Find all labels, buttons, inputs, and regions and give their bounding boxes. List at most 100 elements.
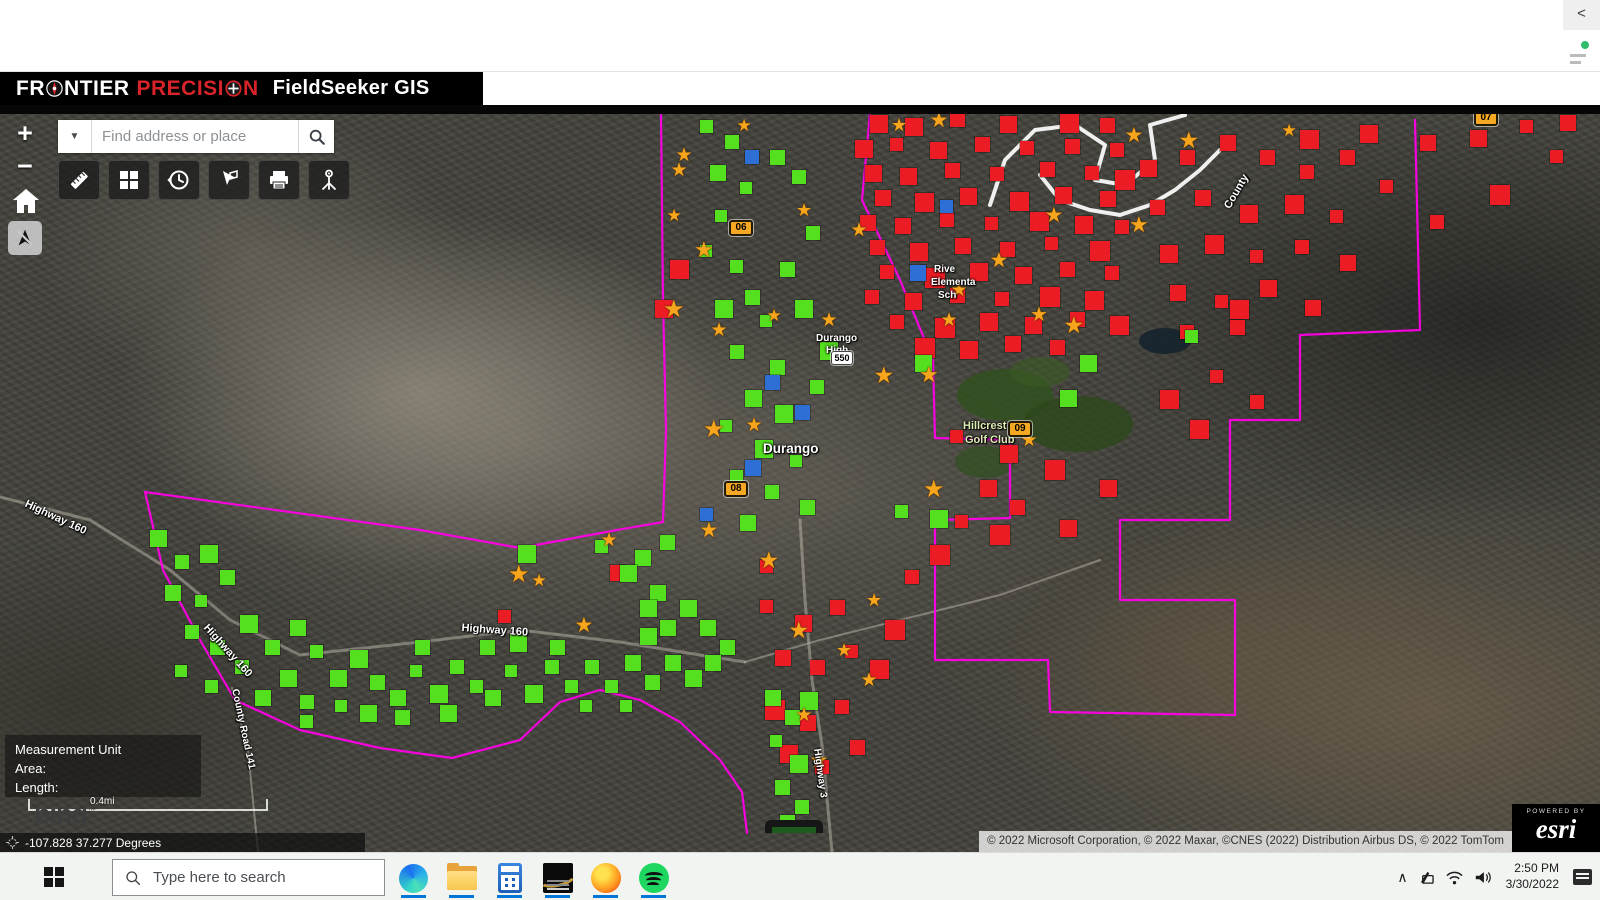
map-marker-red[interactable]: [1520, 120, 1533, 133]
map-marker-green[interactable]: [300, 695, 314, 709]
map-marker-green[interactable]: [665, 655, 681, 671]
map-marker-red[interactable]: [1240, 205, 1258, 223]
map-marker-red[interactable]: [1360, 125, 1378, 143]
map-marker-green[interactable]: [525, 685, 543, 703]
map-marker-green[interactable]: [310, 645, 323, 658]
map-marker-red[interactable]: [950, 112, 965, 127]
map-marker-star[interactable]: ★: [809, 748, 829, 772]
map-marker-green[interactable]: [790, 455, 802, 467]
map-marker-green[interactable]: [720, 640, 735, 655]
map-marker-green[interactable]: [195, 595, 207, 607]
map-marker-red[interactable]: [800, 715, 816, 731]
map-marker-red[interactable]: [830, 600, 845, 615]
map-marker-red[interactable]: [1115, 170, 1135, 190]
map-marker-green[interactable]: [330, 670, 347, 687]
map-marker-green[interactable]: [350, 650, 368, 668]
map-marker-red[interactable]: [1490, 185, 1510, 205]
map-marker-green[interactable]: [265, 640, 280, 655]
map-marker-red[interactable]: [990, 525, 1010, 545]
map-marker-red[interactable]: [1170, 285, 1186, 301]
map-marker-star[interactable]: ★: [989, 248, 1009, 272]
map-marker-red[interactable]: [1055, 187, 1072, 204]
map-marker-green[interactable]: [1060, 390, 1077, 407]
map-marker-green[interactable]: [775, 405, 793, 423]
map-marker-green[interactable]: [745, 390, 762, 407]
map-marker-green[interactable]: [620, 700, 632, 712]
map-marker-red[interactable]: [1050, 340, 1065, 355]
map-marker-red[interactable]: [925, 268, 945, 288]
map-marker-red[interactable]: [885, 620, 905, 640]
map-marker-green[interactable]: [685, 670, 702, 687]
home-extent-button[interactable]: [12, 188, 40, 219]
map-marker-green[interactable]: [770, 735, 782, 747]
map-marker-red[interactable]: [760, 600, 773, 613]
map-marker-red[interactable]: [1100, 118, 1115, 133]
map-marker-green[interactable]: [550, 640, 565, 655]
map-marker-green[interactable]: [1080, 355, 1097, 372]
map-marker-red[interactable]: [1150, 200, 1165, 215]
map-marker-green[interactable]: [755, 440, 773, 458]
map-marker-red[interactable]: [1430, 215, 1444, 229]
map-marker-green[interactable]: [740, 182, 752, 194]
map-marker-green[interactable]: [565, 680, 578, 693]
map-marker-red[interactable]: [1115, 220, 1129, 234]
map-marker-red[interactable]: [905, 570, 919, 584]
map-marker-red[interactable]: [1330, 210, 1343, 223]
map-marker-star[interactable]: ★: [1281, 120, 1297, 140]
map-marker-red[interactable]: [1195, 190, 1211, 206]
map-marker-red[interactable]: [1230, 300, 1249, 319]
map-marker-star[interactable]: ★: [950, 279, 968, 301]
map-marker-red[interactable]: [670, 260, 689, 279]
map-marker-red[interactable]: [498, 610, 511, 623]
map-marker-green[interactable]: [175, 665, 187, 677]
map-marker-star[interactable]: ★: [1020, 429, 1038, 451]
zoom-in-button[interactable]: +: [17, 118, 33, 148]
map-marker-green[interactable]: [770, 150, 785, 165]
zoom-out-button[interactable]: −: [17, 151, 33, 181]
map-marker-green[interactable]: [645, 675, 660, 690]
map-marker-green[interactable]: [800, 692, 818, 710]
time-slider-button[interactable]: [158, 160, 200, 200]
map-marker-green[interactable]: [605, 680, 618, 693]
my-location-button[interactable]: [8, 221, 42, 255]
taskbar-app-precision-vision-assistant[interactable]: [542, 858, 573, 898]
map-marker-green[interactable]: [430, 685, 448, 703]
map-marker-green[interactable]: [175, 555, 189, 569]
map-marker-red[interactable]: [1085, 291, 1104, 310]
map-marker-green[interactable]: [775, 780, 790, 795]
map-marker-red[interactable]: [1015, 267, 1032, 284]
map-marker-green[interactable]: [415, 640, 430, 655]
map-marker-red[interactable]: [870, 240, 885, 255]
map-marker-green[interactable]: [620, 565, 637, 582]
map-marker-red[interactable]: [990, 167, 1004, 181]
pen-input-icon[interactable]: [1418, 870, 1435, 885]
map-marker-green[interactable]: [205, 680, 218, 693]
map-marker-red[interactable]: [930, 142, 947, 159]
map-marker-red[interactable]: [845, 645, 858, 658]
map-marker-red[interactable]: [1220, 135, 1236, 151]
map-marker-red[interactable]: [915, 193, 934, 212]
map-marker-green[interactable]: [440, 705, 457, 722]
map-marker-green[interactable]: [770, 360, 785, 375]
map-marker-blue[interactable]: [940, 200, 953, 213]
map-marker-green[interactable]: [680, 600, 697, 617]
map-marker-red[interactable]: [1100, 480, 1117, 497]
map-marker-red[interactable]: [1110, 143, 1124, 157]
map-marker-green[interactable]: [625, 655, 641, 671]
map-marker-star[interactable]: ★: [531, 570, 547, 590]
map-marker-green[interactable]: [335, 700, 347, 712]
map-marker-blue[interactable]: [745, 460, 761, 476]
map-marker-red[interactable]: [1140, 160, 1157, 177]
map-marker-star[interactable]: ★: [758, 546, 780, 573]
map-marker-green[interactable]: [785, 710, 800, 725]
map-marker-green[interactable]: [705, 655, 721, 671]
map-marker-green[interactable]: [710, 165, 726, 181]
map-marker-red[interactable]: [955, 515, 968, 528]
map-marker-red[interactable]: [1340, 150, 1355, 165]
map-marker-red[interactable]: [1010, 192, 1029, 211]
map-marker-red[interactable]: [870, 115, 888, 133]
map-marker-star[interactable]: ★: [670, 159, 688, 181]
map-marker-star[interactable]: ★: [710, 319, 728, 341]
map-marker-green[interactable]: [150, 530, 167, 547]
map-marker-green[interactable]: [360, 705, 377, 722]
